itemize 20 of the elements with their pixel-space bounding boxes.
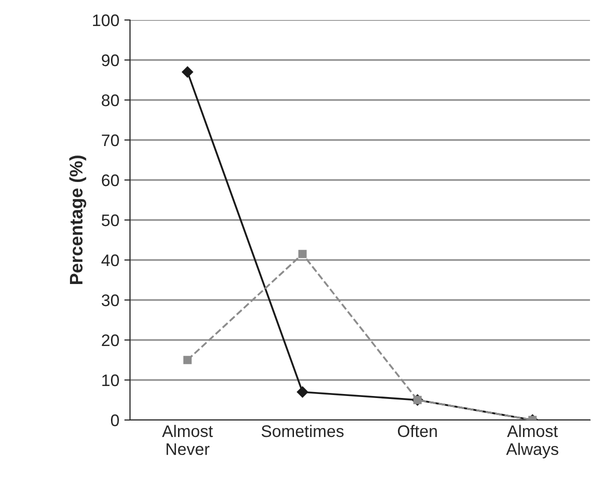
y-tick-label: 80	[102, 94, 119, 106]
y-axis-title: Percentage (%)	[69, 156, 86, 284]
y-tick-label: 30	[102, 294, 119, 306]
point	[298, 250, 307, 258]
x-tick-label: Sometimes	[262, 424, 344, 438]
y-tick-label: 60	[102, 174, 119, 186]
point	[296, 386, 308, 398]
x-tick-label: Often	[398, 424, 437, 438]
y-tick-label: 90	[102, 54, 119, 66]
y-tick-label: 20	[102, 334, 119, 346]
point	[182, 66, 194, 78]
y-tick-label: 50	[102, 214, 119, 226]
y-tick-label: 0	[110, 414, 119, 426]
point	[183, 356, 192, 364]
y-tick-label: 10	[102, 374, 119, 386]
y-tick-label: 100	[93, 14, 119, 26]
y-tick-label: 70	[102, 134, 119, 146]
y-tick-label: 40	[101, 254, 119, 266]
x-tick-label: Almost Never	[162, 424, 213, 456]
x-tick-label: Almost Always	[506, 424, 558, 458]
